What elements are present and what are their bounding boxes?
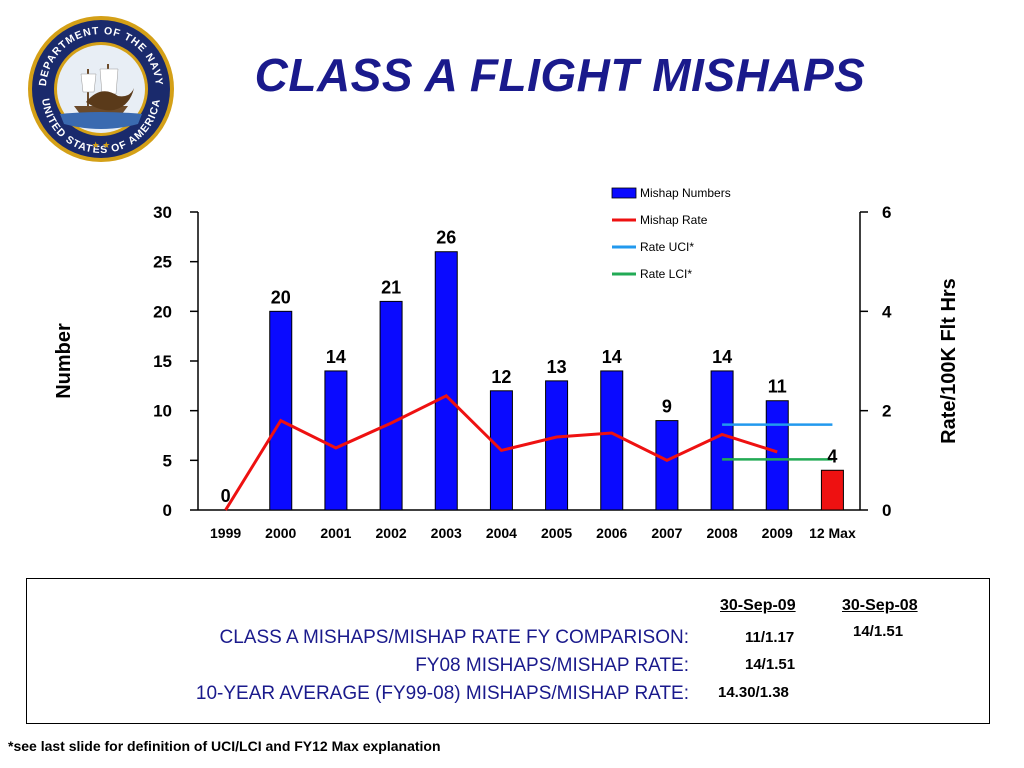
bar-value-label: 9 bbox=[662, 397, 672, 417]
y-left-tick-label: 30 bbox=[153, 203, 172, 222]
y-right-tick-label: 0 bbox=[882, 501, 891, 520]
summary-row-col2: 14/1.51 bbox=[853, 623, 904, 640]
bar-value-label: 20 bbox=[271, 287, 291, 307]
x-tick-label: 2007 bbox=[651, 525, 682, 541]
summary-row-col1: 14/1.51 bbox=[745, 656, 796, 673]
x-tick-label: 2008 bbox=[707, 525, 738, 541]
chart-bar bbox=[820, 469, 844, 511]
x-tick-label: 2002 bbox=[376, 525, 407, 541]
chart-bar bbox=[269, 310, 293, 511]
x-tick-label: 2005 bbox=[541, 525, 572, 541]
navy-seal-logo: DEPARTMENT OF THE NAVY UNITED STATES OF … bbox=[28, 16, 174, 162]
chart-bar bbox=[434, 251, 458, 511]
bar-value-label: 12 bbox=[491, 367, 511, 387]
y-right-tick-label: 2 bbox=[882, 402, 891, 421]
bar-value-label: 11 bbox=[768, 377, 787, 397]
x-tick-label: 1999 bbox=[210, 525, 241, 541]
chart-bar bbox=[710, 370, 734, 511]
svg-text:★ ★: ★ ★ bbox=[92, 140, 111, 150]
y-right-tick-label: 6 bbox=[882, 203, 891, 222]
summary-col1-header: 30-Sep-09 bbox=[720, 597, 796, 614]
bar-value-label: 14 bbox=[712, 347, 732, 367]
summary-col2-header: 30-Sep-08 bbox=[842, 597, 918, 614]
chart-bar bbox=[765, 400, 789, 511]
bar-value-label: 13 bbox=[547, 357, 567, 377]
bar-value-label: 14 bbox=[326, 347, 346, 367]
bar-value-label: 4 bbox=[827, 446, 837, 466]
mishap-rate-line bbox=[224, 393, 778, 511]
summary-row-col1: 14.30/1.38 bbox=[718, 684, 789, 701]
summary-box: 30-Sep-09 30-Sep-08 CLASS A MISHAPS/MISH… bbox=[26, 578, 990, 724]
y-right-axis-title: Rate/100K Flt Hrs bbox=[938, 278, 960, 444]
legend-swatch-bar bbox=[611, 187, 637, 199]
y-right-tick-label: 4 bbox=[882, 302, 892, 321]
bar-value-label: 21 bbox=[381, 277, 401, 297]
y-left-tick-label: 20 bbox=[153, 302, 172, 321]
x-tick-label: 2000 bbox=[265, 525, 296, 541]
chart-bar bbox=[324, 370, 348, 511]
legend-label: Rate UCI* bbox=[640, 240, 694, 254]
chart-bar bbox=[379, 300, 403, 511]
y-left-tick-label: 15 bbox=[153, 352, 172, 371]
chart-bar bbox=[545, 380, 569, 511]
chart-bar bbox=[655, 420, 679, 511]
x-tick-label: 2009 bbox=[762, 525, 793, 541]
x-tick-label: 12 Max bbox=[809, 525, 856, 541]
summary-row-col1: 11/1.17 bbox=[745, 629, 795, 646]
y-left-tick-label: 10 bbox=[153, 402, 172, 421]
y-left-tick-label: 25 bbox=[153, 253, 172, 272]
bar-value-label: 26 bbox=[436, 228, 456, 248]
x-tick-label: 2003 bbox=[431, 525, 462, 541]
legend-label: Mishap Numbers bbox=[640, 186, 731, 200]
legend-label: Rate LCI* bbox=[640, 267, 692, 281]
footnote: *see last slide for definition of UCI/LC… bbox=[8, 738, 441, 754]
bar-value-label: 14 bbox=[602, 347, 622, 367]
y-left-axis-title: Number bbox=[53, 323, 75, 399]
page-title: CLASS A FLIGHT MISHAPS bbox=[254, 49, 866, 101]
summary-row-label: FY08 MISHAPS/MISHAP RATE: bbox=[415, 655, 689, 676]
legend-label: Mishap Rate bbox=[640, 213, 708, 227]
y-left-tick-label: 5 bbox=[163, 451, 172, 470]
x-tick-label: 2004 bbox=[486, 525, 517, 541]
summary-row-label: 10-YEAR AVERAGE (FY99-08) MISHAPS/MISHAP… bbox=[195, 683, 689, 704]
x-tick-label: 2001 bbox=[320, 525, 351, 541]
chart-bar bbox=[600, 370, 624, 511]
x-tick-label: 2006 bbox=[596, 525, 627, 541]
y-left-tick-label: 0 bbox=[163, 501, 172, 520]
summary-row-label: CLASS A MISHAPS/MISHAP RATE FY COMPARISO… bbox=[219, 627, 690, 648]
bar-value-label: 0 bbox=[221, 486, 231, 506]
